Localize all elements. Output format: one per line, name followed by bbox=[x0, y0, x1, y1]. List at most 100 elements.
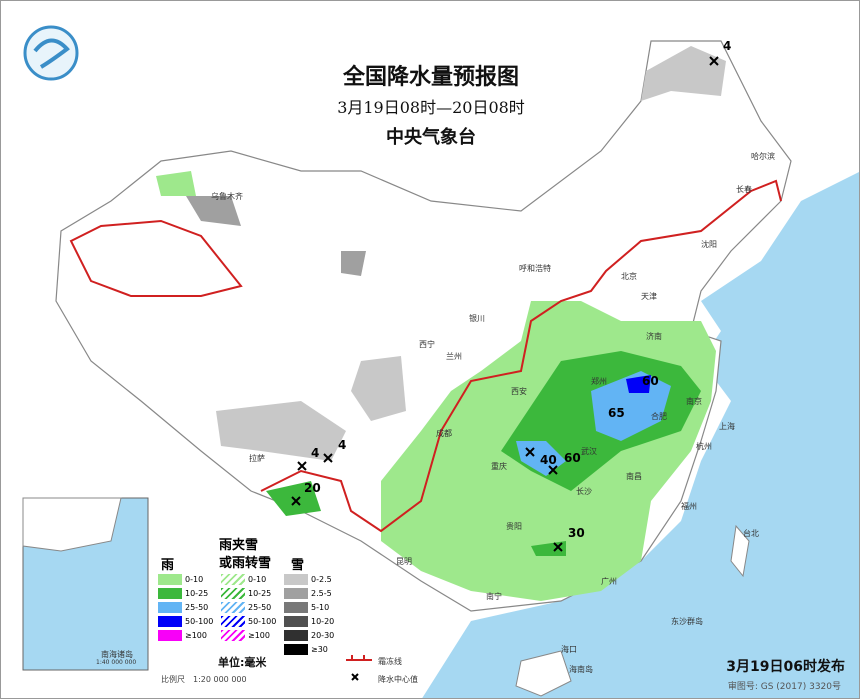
snow-area bbox=[216, 401, 346, 461]
center-markers bbox=[291, 56, 719, 552]
taiwan bbox=[730, 524, 750, 578]
legend-label: 20-30 bbox=[311, 631, 335, 640]
center-value: 65 bbox=[608, 406, 625, 420]
center-value: 40 bbox=[540, 453, 557, 467]
city-label: 郑州 bbox=[591, 377, 607, 386]
frost-line bbox=[260, 179, 782, 533]
rain-area-25-50 bbox=[591, 371, 671, 441]
city-label: 重庆 bbox=[491, 462, 507, 471]
review-number: 审图号: GS (2017) 3320号 bbox=[727, 682, 841, 692]
frost-line bbox=[69, 219, 243, 297]
city-label: 北京 bbox=[621, 272, 637, 281]
legend-frost-line-label: 霜冻线 bbox=[378, 657, 402, 666]
city-label: 乌鲁木齐 bbox=[211, 192, 243, 201]
legend-label: 0-2.5 bbox=[311, 575, 332, 584]
city-label: 东沙群岛 bbox=[671, 617, 703, 626]
inset-label: 南海诸岛 bbox=[101, 650, 133, 659]
legend-swatch bbox=[158, 602, 182, 613]
inset-scale: 1:40 000 000 bbox=[96, 659, 137, 666]
legend-swatch bbox=[284, 630, 308, 641]
city-label: 广州 bbox=[601, 577, 617, 586]
city-label: 上海 bbox=[719, 422, 735, 431]
city-label: 杭州 bbox=[696, 442, 712, 451]
rain-area-50-100 bbox=[626, 375, 651, 393]
city-label: 贵阳 bbox=[506, 522, 522, 531]
legend-center-value-label: 降水中心值 bbox=[378, 675, 418, 684]
legend-label: 0-10 bbox=[185, 575, 204, 584]
sea bbox=[422, 172, 859, 698]
map-title: 全国降水量预报图 bbox=[342, 64, 519, 90]
city-label: 哈尔滨 bbox=[751, 152, 775, 161]
legend-swatch bbox=[221, 630, 245, 641]
legend-swatch bbox=[158, 574, 182, 585]
city-label: 台北 bbox=[743, 529, 759, 538]
city-label: 成都 bbox=[436, 429, 452, 438]
hainan bbox=[515, 650, 572, 697]
legend-label: 50-100 bbox=[185, 617, 214, 626]
legend-label: 25-50 bbox=[248, 603, 272, 612]
city-label: 长沙 bbox=[576, 487, 592, 496]
center-value: 4 bbox=[723, 39, 732, 53]
legend-label: 10-25 bbox=[248, 589, 272, 598]
city-label: 呼和浩特 bbox=[519, 264, 551, 273]
legend-snow-title: 雪 bbox=[291, 558, 305, 573]
center-value: 60 bbox=[642, 374, 659, 388]
city-label: 海南岛 bbox=[569, 665, 593, 674]
issue-time: 3月19日06时发布 bbox=[726, 659, 845, 675]
legend-label: 10-25 bbox=[185, 589, 209, 598]
city-label: 天津 bbox=[641, 292, 657, 301]
snow-area bbox=[351, 356, 406, 421]
legend-swatch bbox=[221, 588, 245, 599]
legend-swatch bbox=[284, 574, 308, 585]
legend-unit: 单位:毫米 bbox=[218, 656, 267, 669]
center-value: 20 bbox=[304, 481, 321, 495]
city-label: 合肥 bbox=[651, 412, 667, 421]
legend-swatch bbox=[158, 588, 182, 599]
legend-label: ≥100 bbox=[248, 631, 270, 640]
cma-logo bbox=[23, 25, 79, 81]
snow-area bbox=[186, 196, 241, 226]
legend-mix-title-2: 或雨转雪 bbox=[219, 556, 272, 571]
city-label: 海口 bbox=[561, 645, 577, 654]
legend-swatch bbox=[284, 644, 308, 655]
city-label: 昆明 bbox=[396, 557, 412, 566]
city-label: 沈阳 bbox=[701, 240, 717, 249]
city-label: 武汉 bbox=[581, 447, 597, 456]
city-label: 南京 bbox=[686, 397, 702, 406]
legend-scale: 比例尺 1:20 000 000 bbox=[161, 675, 247, 684]
legend-swatch bbox=[221, 602, 245, 613]
rain-area-10-25 bbox=[531, 541, 566, 556]
legend-swatch bbox=[284, 602, 308, 613]
city-label: 福州 bbox=[681, 502, 697, 511]
legend-swatch bbox=[221, 574, 245, 585]
legend-swatch bbox=[158, 616, 182, 627]
legend-label: 50-100 bbox=[248, 617, 277, 626]
agency-name: 中央气象台 bbox=[386, 127, 476, 148]
legend-swatch bbox=[284, 616, 308, 627]
legend-label: ≥30 bbox=[311, 645, 328, 654]
city-label: 拉萨 bbox=[249, 454, 265, 463]
legend-swatch bbox=[221, 616, 245, 627]
center-value: 4 bbox=[338, 438, 347, 452]
city-label: 银川 bbox=[469, 314, 485, 323]
legend-mix-title: 雨夹雪 bbox=[219, 538, 259, 553]
legend-label: 0-10 bbox=[248, 575, 267, 584]
city-label: 兰州 bbox=[446, 352, 462, 361]
snow-area bbox=[641, 46, 726, 101]
legend-label: ≥100 bbox=[185, 631, 207, 640]
city-label: 西安 bbox=[511, 387, 527, 396]
city-label: 长春 bbox=[736, 185, 752, 194]
center-value: 30 bbox=[568, 526, 585, 540]
legend-label: 25-50 bbox=[185, 603, 209, 612]
rain-area-0-10 bbox=[156, 171, 196, 196]
legend-swatch bbox=[158, 630, 182, 641]
city-label: 南宁 bbox=[486, 592, 502, 601]
legend-label: 10-20 bbox=[311, 617, 335, 626]
legend-swatch bbox=[284, 588, 308, 599]
legend-label: 5-10 bbox=[311, 603, 330, 612]
forecast-period: 3月19日08时—20日08时 bbox=[337, 98, 525, 117]
snow-area bbox=[341, 251, 366, 276]
center-value: 60 bbox=[564, 451, 581, 465]
city-label: 南昌 bbox=[626, 472, 642, 481]
